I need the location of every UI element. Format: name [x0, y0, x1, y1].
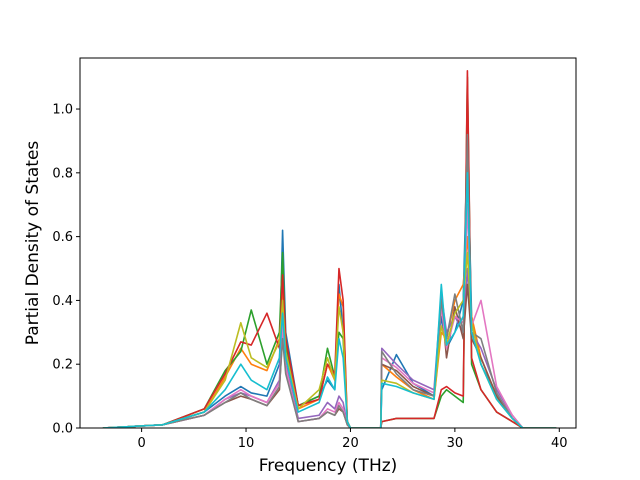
y-tick-label-2: 0.4 [52, 294, 73, 309]
y-tick-label-3: 0.6 [52, 230, 73, 245]
plot-background [80, 58, 576, 428]
plot-frame [79, 57, 577, 429]
x-tick-label-1: 10 [238, 436, 255, 451]
x-tick-label-3: 30 [447, 436, 464, 451]
x-tick-label-4: 40 [551, 436, 568, 451]
ticks-layer: 0 10 20 30 40 0.0 0.2 0.4 0.6 0.8 1.0 [52, 103, 567, 451]
y-axis-label: Partial Density of States [23, 141, 43, 346]
y-tick-label-5: 1.0 [52, 103, 73, 118]
y-tick-label-1: 0.2 [52, 358, 73, 373]
x-axis-label: Frequency (THz) [259, 456, 398, 476]
x-tick-label-0: 0 [137, 436, 145, 451]
series-layer [102, 69, 557, 428]
y-tick-label-4: 0.8 [52, 166, 73, 181]
y-tick-label-0: 0.0 [52, 422, 73, 437]
x-tick-label-2: 20 [342, 436, 359, 451]
series-line-10 [102, 172, 557, 428]
